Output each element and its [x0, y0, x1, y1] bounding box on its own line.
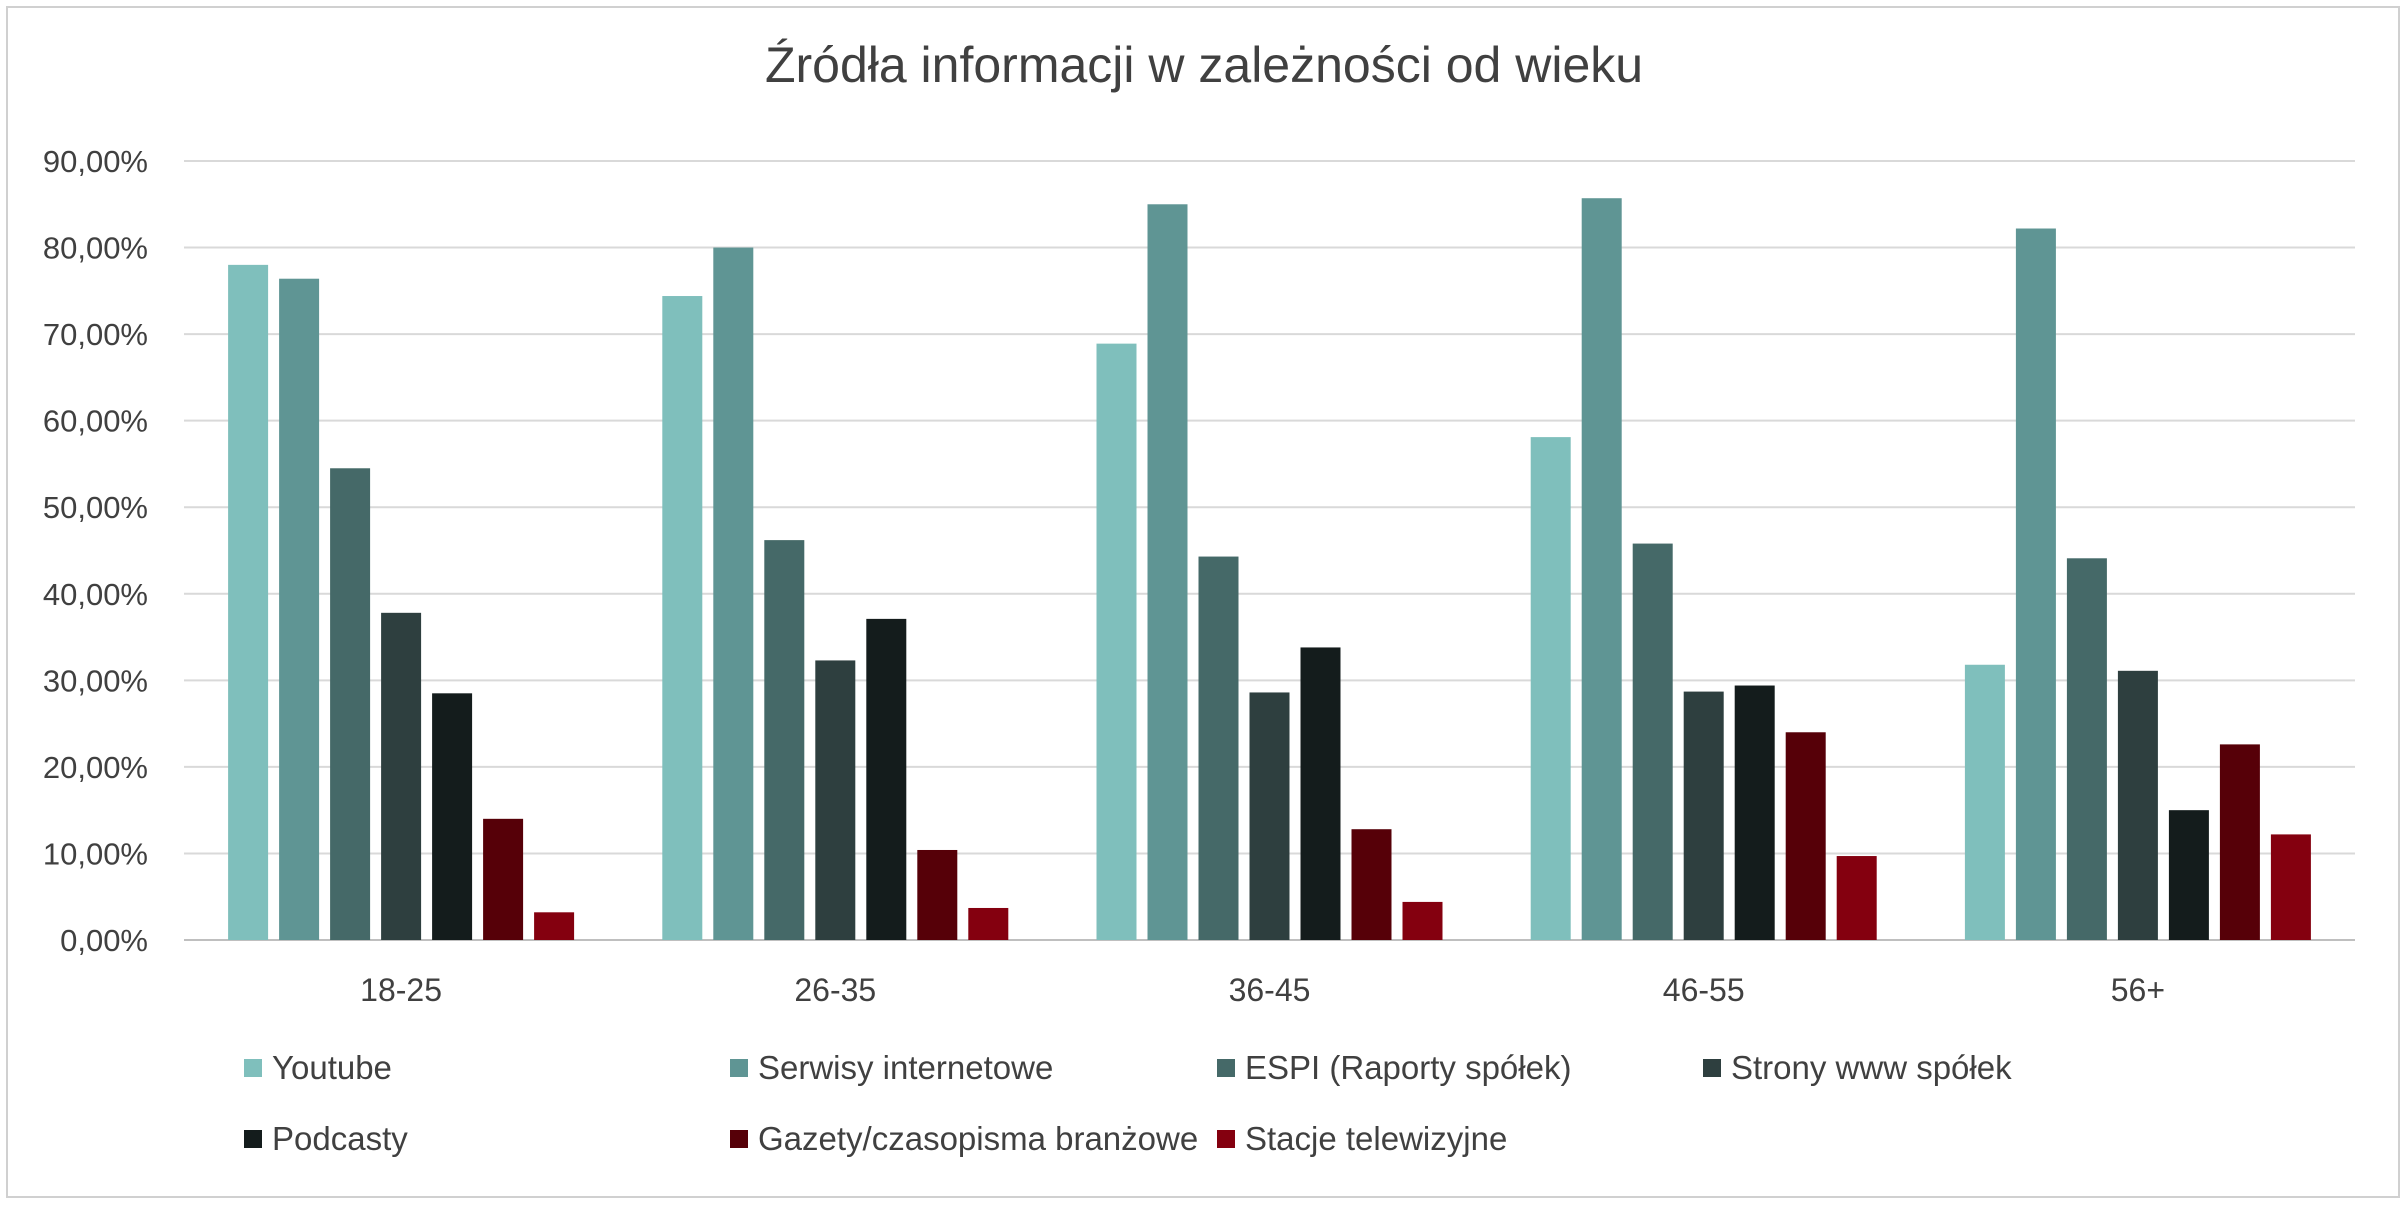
bar — [815, 660, 856, 940]
bar — [2270, 834, 2311, 940]
bar — [713, 247, 754, 941]
legend-item: Serwisy internetowe — [730, 1049, 1053, 1087]
bar — [1581, 198, 1622, 941]
legend-label: ESPI (Raporty spółek) — [1245, 1049, 1572, 1086]
legend-label: Gazety/czasopisma branżowe — [758, 1120, 1199, 1157]
bar — [1683, 691, 1724, 940]
x-tick-label: 26-35 — [794, 972, 876, 1008]
legend-item: Gazety/czasopisma branżowe — [730, 1120, 1198, 1158]
bar — [2066, 558, 2107, 940]
bar — [1632, 543, 1673, 940]
legend-swatch — [730, 1130, 748, 1148]
bar — [662, 296, 703, 940]
bar — [866, 618, 907, 940]
bar — [2168, 810, 2209, 940]
y-tick-label: 40,00% — [43, 577, 148, 612]
x-tick-label: 18-25 — [360, 972, 442, 1008]
bar — [1785, 732, 1826, 940]
x-tick-label: 36-45 — [1229, 972, 1311, 1008]
bar — [968, 907, 1009, 940]
bar — [1964, 664, 2005, 940]
bar — [2219, 744, 2260, 940]
y-tick-label: 30,00% — [43, 663, 148, 698]
legend-item: Podcasty — [244, 1120, 408, 1158]
legend-swatch — [244, 1130, 262, 1148]
x-tick-label: 46-55 — [1663, 972, 1745, 1008]
x-tick-label: 56+ — [2111, 972, 2165, 1008]
legend-swatch — [730, 1059, 748, 1077]
chart-title: Źródła informacji w zależności od wieku — [764, 37, 1644, 93]
bar — [1734, 685, 1775, 940]
bar — [381, 612, 422, 940]
legend-label: Stacje telewizyjne — [1245, 1120, 1508, 1157]
bar — [1096, 343, 1137, 941]
bar — [917, 849, 958, 940]
legend-item: Strony www spółek — [1703, 1049, 2012, 1087]
y-tick-label: 90,00% — [43, 144, 148, 179]
bar — [279, 278, 320, 940]
bar — [483, 818, 524, 940]
y-tick-label: 80,00% — [43, 231, 148, 266]
bar — [1836, 856, 1877, 940]
bar — [330, 468, 371, 940]
bar — [228, 264, 269, 940]
legend-swatch — [1217, 1130, 1235, 1148]
y-tick-label: 10,00% — [43, 836, 148, 871]
legend-swatch — [1703, 1059, 1721, 1077]
bar — [1198, 556, 1239, 940]
legend-label: Serwisy internetowe — [758, 1049, 1054, 1086]
legend-label: Podcasty — [272, 1120, 408, 1157]
bar — [432, 693, 473, 940]
y-tick-label: 70,00% — [43, 317, 148, 352]
y-tick-label: 60,00% — [43, 404, 148, 439]
legend-swatch — [1217, 1059, 1235, 1077]
bar — [1300, 647, 1341, 940]
legend-item: Stacje telewizyjne — [1217, 1120, 1507, 1158]
bar — [1402, 901, 1443, 940]
bar — [2015, 228, 2056, 941]
legend-label: Strony www spółek — [1731, 1049, 2012, 1086]
bar — [1147, 204, 1188, 940]
legend-item: ESPI (Raporty spółek) — [1217, 1049, 1571, 1087]
bar — [2117, 670, 2158, 940]
bar — [764, 540, 805, 940]
legend-label: Youtube — [272, 1049, 392, 1086]
y-tick-label: 50,00% — [43, 490, 148, 525]
y-tick-label: 0,00% — [60, 923, 148, 958]
legend-swatch — [244, 1059, 262, 1077]
bar — [1249, 692, 1290, 940]
y-tick-label: 20,00% — [43, 750, 148, 785]
bar — [534, 912, 575, 940]
bar — [1351, 829, 1392, 940]
legend-item: Youtube — [244, 1049, 392, 1087]
bar — [1530, 437, 1571, 940]
